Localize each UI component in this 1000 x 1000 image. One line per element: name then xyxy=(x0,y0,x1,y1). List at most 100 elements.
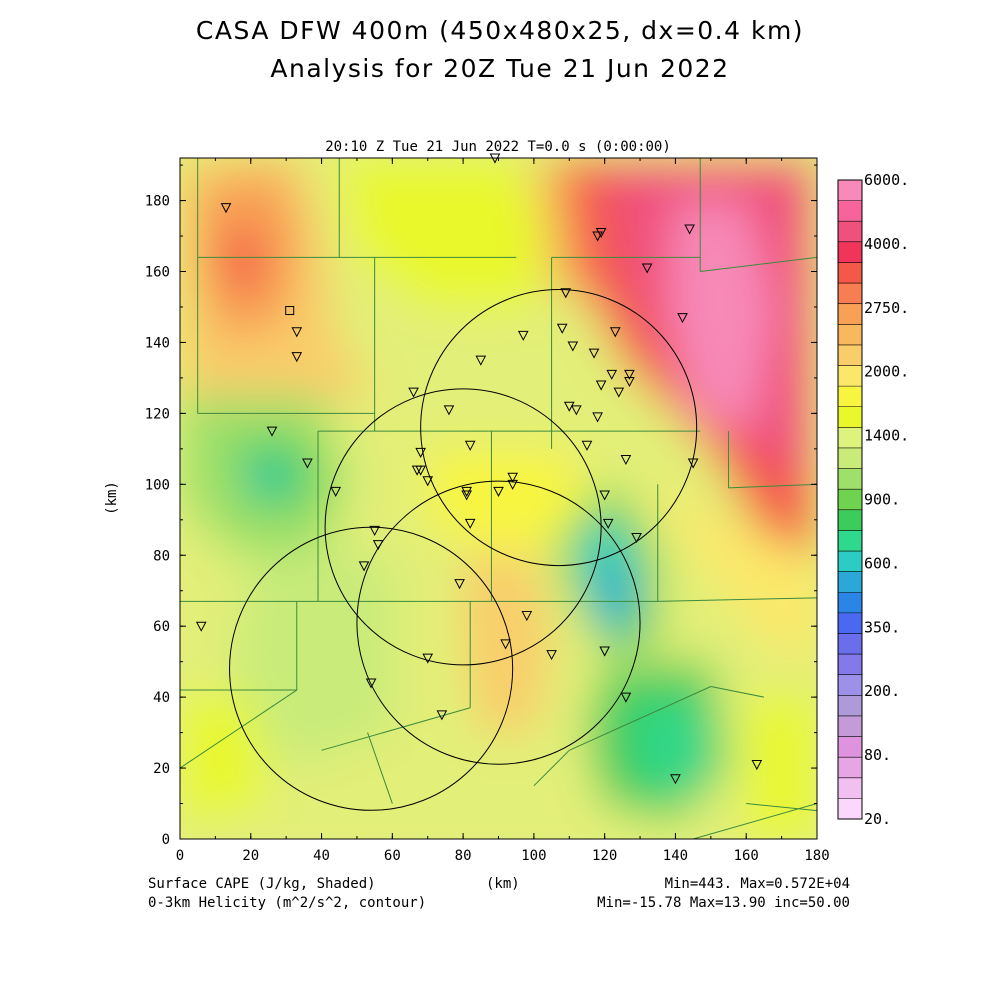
station-triangle-37 xyxy=(507,472,518,483)
colorbar-label-2: 200. xyxy=(864,682,900,700)
colorbar-swatch-3 xyxy=(838,736,862,758)
colorbar-label-4: 600. xyxy=(864,554,900,572)
colorbar-swatch-13 xyxy=(838,530,862,552)
cape-region-7 xyxy=(668,200,775,432)
station-triangle-50 xyxy=(454,579,465,590)
axes: 0 20 40 60 80 100 120 140 160 180 0 20 40 60 80 100 120 1… xyxy=(145,158,830,864)
colorbar-label-9: 4000. xyxy=(864,235,909,253)
station-triangle-31 xyxy=(687,458,699,469)
station-triangle-40 xyxy=(461,486,472,497)
colorbar-swatch-25 xyxy=(838,283,862,305)
y-axis-label: (km) xyxy=(104,481,120,515)
colorbar-swatch-18 xyxy=(838,427,862,449)
station-triangle-11 xyxy=(556,323,568,334)
station-triangle-21 xyxy=(624,376,635,388)
station-triangle-55 xyxy=(599,646,610,657)
station-triangle-52 xyxy=(195,621,207,632)
county-line-22 xyxy=(533,749,570,787)
station-triangle-61 xyxy=(751,760,763,771)
station-triangle-43 xyxy=(599,490,610,501)
station-triangle-59 xyxy=(436,710,448,721)
station-triangle-3 xyxy=(291,352,303,363)
colorbar-swatch-22 xyxy=(838,344,862,367)
x-tick-label-4: 80 xyxy=(455,848,472,864)
colorbar-swatch-4 xyxy=(838,715,862,738)
colorbar: 20. 80. 200. 350. 600. 900. 1400. 2000. 2750. 400… xyxy=(837,171,909,828)
station-triangle-28 xyxy=(464,440,476,451)
station-triangle-9 xyxy=(677,313,688,324)
cape-region-3 xyxy=(339,158,552,307)
station-triangle-42 xyxy=(330,486,342,497)
colorbar-swatch-1 xyxy=(838,777,862,799)
colorbar-swatch-6 xyxy=(838,674,862,696)
station-triangle-35 xyxy=(415,465,426,476)
county-line-19 xyxy=(728,483,817,489)
colorbar-label-10: 6000. xyxy=(864,171,909,189)
plot-time-header: 20:10 Z Tue 21 Jun 2022 T=0.0 s (0:00:00… xyxy=(325,139,671,155)
y-tick-label-9: 180 xyxy=(145,194,170,210)
station-triangle-32 xyxy=(302,458,313,469)
radar-ring-1 xyxy=(324,388,602,666)
station-triangle-2 xyxy=(291,327,303,338)
colorbar-label-3: 350. xyxy=(864,618,900,636)
station-markers xyxy=(195,153,763,785)
station-triangle-54 xyxy=(546,650,557,661)
station-triangle-56 xyxy=(422,653,434,664)
colorbar-swatch-29 xyxy=(838,200,862,222)
county-line-26 xyxy=(693,803,817,839)
county-boundaries xyxy=(180,158,817,839)
station-triangle-7 xyxy=(641,263,653,274)
colorbar-label-5: 900. xyxy=(864,491,900,509)
cape-region-2 xyxy=(222,228,265,300)
colorbar-swatch-7 xyxy=(838,654,862,676)
station-triangle-17 xyxy=(588,348,600,359)
colorbar-swatch-24 xyxy=(838,303,862,325)
station-triangle-27 xyxy=(266,426,278,437)
cape-region-19 xyxy=(233,555,393,769)
x-tick-label-2: 40 xyxy=(313,848,330,864)
cape-region-20 xyxy=(180,697,269,822)
station-triangle-8 xyxy=(684,224,695,235)
colorbar-label-8: 2750. xyxy=(864,299,909,317)
x-tick-label-7: 140 xyxy=(663,848,688,864)
station-triangle-60 xyxy=(670,774,681,785)
x-tick-label-1: 20 xyxy=(242,848,259,864)
station-triangle-47 xyxy=(369,525,380,536)
colorbar-frame xyxy=(837,179,863,820)
station-triangle-41 xyxy=(461,490,472,501)
colorbar-swatch-26 xyxy=(838,262,862,284)
colorbar-swatch-27 xyxy=(838,241,862,263)
chart-title-line1: CASA DFW 400m (450x480x25, dx=0.4 km) xyxy=(195,16,805,45)
station-triangle-33 xyxy=(415,447,426,458)
colorbar-swatch-8 xyxy=(838,633,862,655)
station-triangle-45 xyxy=(631,533,642,544)
colorbar-swatch-30 xyxy=(838,180,862,202)
station-triangle-15 xyxy=(443,405,455,416)
colorbar-swatch-20 xyxy=(838,386,862,408)
colorbar-swatch-21 xyxy=(838,365,862,387)
x-tick-label-8: 160 xyxy=(734,848,759,864)
x-tick-label-9: 180 xyxy=(804,848,829,864)
colorbar-swatch-2 xyxy=(838,757,862,779)
station-triangle-22 xyxy=(613,387,625,398)
station-triangle-0 xyxy=(220,203,232,214)
station-triangle-58 xyxy=(620,692,632,703)
colorbar-swatch-17 xyxy=(838,447,862,470)
colorbar-swatch-23 xyxy=(838,324,862,346)
station-triangle-30 xyxy=(620,454,632,466)
footer-field-range: Min=443. Max=0.572E+04 xyxy=(664,876,850,892)
county-line-24 xyxy=(710,685,765,698)
y-tick-label-3: 60 xyxy=(153,619,170,635)
cape-region-17 xyxy=(427,448,587,556)
station-triangle-39 xyxy=(493,486,504,497)
colorbar-label-6: 1400. xyxy=(864,427,909,445)
county-line-25 xyxy=(746,803,817,812)
county-line-17 xyxy=(700,256,817,272)
colorbar-swatch-0 xyxy=(838,798,862,820)
station-triangle-13 xyxy=(475,355,487,366)
footer-shaded-label: Surface CAPE (J/kg, Shaded) xyxy=(148,876,376,892)
station-triangle-53 xyxy=(500,639,511,650)
station-triangle-19 xyxy=(609,327,621,338)
colorbar-swatch-11 xyxy=(838,571,862,593)
cape-region-15 xyxy=(632,704,711,797)
